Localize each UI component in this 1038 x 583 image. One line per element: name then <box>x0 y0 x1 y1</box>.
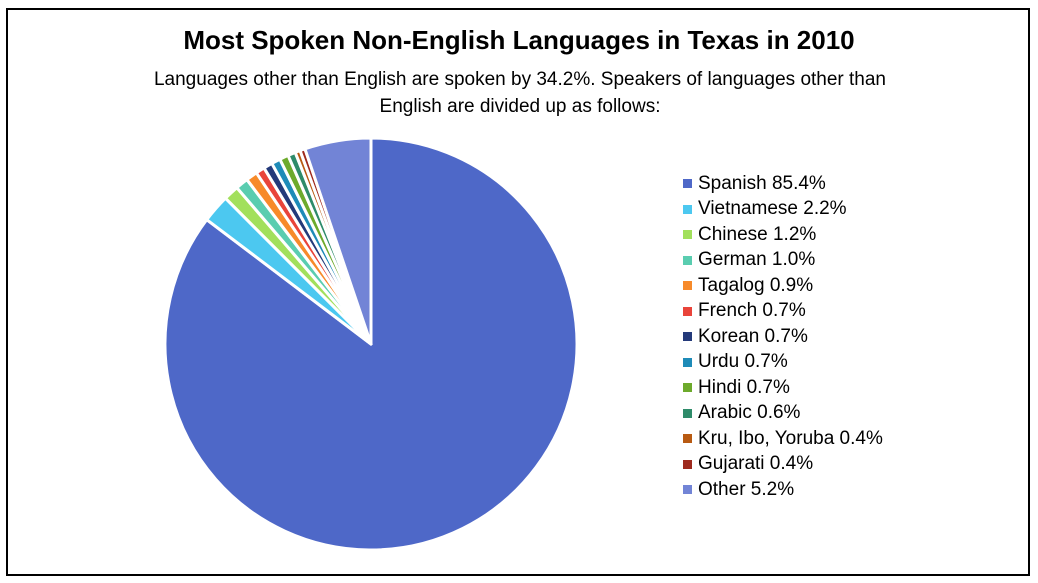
legend-swatch <box>683 459 692 469</box>
legend-item: Chinese 1.2% <box>683 222 1013 248</box>
legend-item: Other 5.2% <box>683 477 1013 503</box>
legend-item: Vietnamese 2.2% <box>683 197 1013 223</box>
chart-subtitle-line-1: Languages other than English are spoken … <box>153 69 887 90</box>
legend-item: Gujarati 0.4% <box>683 452 1013 478</box>
legend-label: French 0.7% <box>698 300 806 322</box>
chart-legend: Spanish 85.4% Vietnamese 2.2% Chinese 1.2%… <box>683 171 1013 503</box>
legend-item: Urdu 0.7% <box>683 350 1013 376</box>
legend-label: Vietnamese 2.2% <box>698 198 847 220</box>
legend-item: German 1.0% <box>683 248 1013 274</box>
legend-swatch <box>683 230 692 240</box>
legend-item: Tagalog 0.9% <box>683 273 1013 299</box>
pie-chart <box>163 136 579 552</box>
legend-swatch <box>683 255 692 265</box>
legend-swatch <box>683 179 692 189</box>
legend-item: Spanish 85.4% <box>683 171 1013 197</box>
legend-swatch <box>683 306 692 316</box>
legend-label: Chinese 1.2% <box>698 223 817 245</box>
legend-swatch <box>683 434 692 444</box>
legend-label: Tagalog 0.9% <box>698 274 814 296</box>
legend-item: Arabic 0.6% <box>683 401 1013 427</box>
legend-item: French 0.7% <box>683 299 1013 325</box>
legend-label: Korean 0.7% <box>698 325 808 347</box>
legend-label: Hindi 0.7% <box>698 376 790 398</box>
legend-item: Kru, Ibo, Yoruba 0.4% <box>683 426 1013 452</box>
legend-swatch <box>683 281 692 291</box>
legend-label: Gujarati 0.4% <box>698 453 814 475</box>
chart-subtitle: Languages other than English are spoken … <box>120 66 920 120</box>
legend-swatch <box>683 485 692 495</box>
legend-label: Spanish 85.4% <box>698 172 826 194</box>
legend-swatch <box>683 332 692 342</box>
legend-label: Urdu 0.7% <box>698 351 788 373</box>
legend-label: German 1.0% <box>698 249 816 271</box>
pie-slices <box>163 136 579 552</box>
legend-swatch <box>683 357 692 367</box>
legend-label: Kru, Ibo, Yoruba 0.4% <box>698 427 883 449</box>
pie-slice-other <box>303 136 373 346</box>
legend-item: Korean 0.7% <box>683 324 1013 350</box>
legend-swatch <box>683 383 692 393</box>
legend-item: Hindi 0.7% <box>683 375 1013 401</box>
legend-label: Arabic 0.6% <box>698 402 801 424</box>
chart-title: Most Spoken Non-English Languages in Tex… <box>183 25 855 55</box>
legend-swatch <box>683 408 692 418</box>
chart-subtitle-line-2: English are divided up as follows: <box>379 96 661 117</box>
legend-label: Other 5.2% <box>698 478 795 500</box>
legend-swatch <box>683 204 692 214</box>
pie-slice-spanish <box>163 136 579 552</box>
